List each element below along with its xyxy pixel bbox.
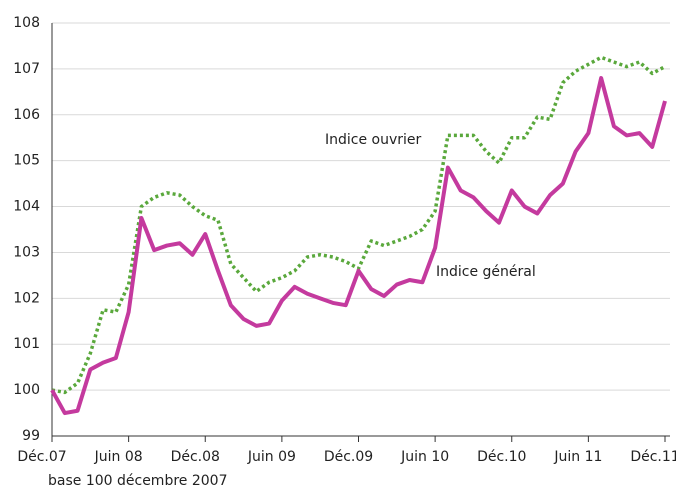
y-tick-label: 103	[13, 244, 40, 260]
x-tick-label: Déc.08	[171, 449, 220, 465]
x-tick-label: Juin 11	[553, 449, 602, 465]
y-tick-label: 100	[13, 382, 40, 398]
y-tick-label: 106	[13, 107, 40, 123]
x-tick-label: Déc.09	[324, 449, 373, 465]
y-tick-label: 99	[22, 428, 40, 444]
series-line	[50, 76, 667, 416]
x-tick-label: Juin 08	[94, 449, 143, 465]
x-tick-label: Déc.10	[477, 449, 526, 465]
x-tick-label: Juin 09	[247, 449, 296, 465]
y-tick-label: 102	[13, 290, 40, 306]
x-tick-label: Déc.11	[630, 449, 676, 465]
y-tick-label: 104	[13, 199, 40, 215]
y-tick-label: 107	[13, 61, 40, 77]
y-tick-label: 105	[13, 153, 40, 169]
note: base 100 décembre 2007	[48, 473, 227, 489]
series-line	[51, 55, 666, 395]
x-tick-label: Déc.07	[17, 449, 66, 465]
annotation: Indice ouvrier	[325, 132, 422, 148]
annotation: Indice général	[436, 264, 536, 280]
x-tick-label: Juin 10	[400, 449, 449, 465]
y-tick-label: 101	[13, 336, 40, 352]
y-tick-label: 108	[13, 15, 40, 31]
